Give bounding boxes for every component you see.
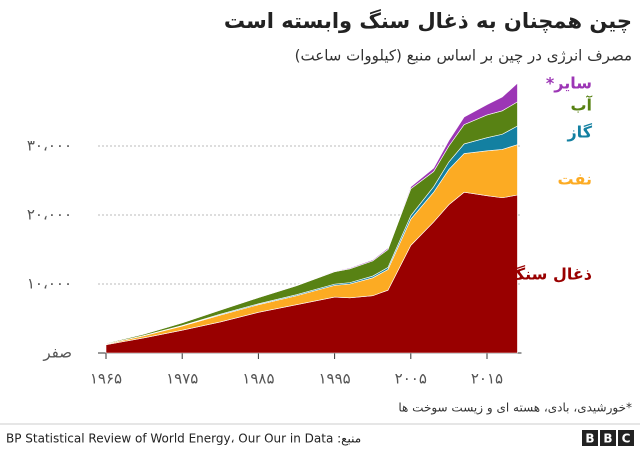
logo-letter: B	[585, 432, 594, 446]
series-label: گاز	[566, 123, 592, 142]
logo-letter: B	[603, 432, 612, 446]
y-tick-label: صفر	[42, 344, 72, 362]
y-tick-label: ۲۰،۰۰۰	[27, 206, 72, 224]
y-tick-label: ۱۰،۰۰۰	[27, 275, 72, 293]
area	[105, 82, 518, 344]
chart-title: چین همچنان به ذغال سنگ وابسته است	[224, 8, 632, 33]
x-tick-label: ۲۰۱۵	[471, 370, 503, 388]
series-label: آب	[570, 95, 592, 115]
x-tick-label: ۱۹۶۵	[90, 370, 122, 388]
x-tick-label: ۱۹۷۵	[166, 370, 198, 388]
logo-letter: C	[622, 432, 631, 446]
chart-subtitle: مصرف انرژی در چین بر اساس منبع (کیلووات …	[295, 47, 632, 65]
x-tick-label: ۱۹۹۵	[318, 370, 350, 388]
y-tick-label: ۳۰،۰۰۰	[27, 137, 72, 155]
x-tick-label: ۱۹۸۵	[242, 370, 274, 388]
source: BP Statistical Review of World Energy، O…	[6, 432, 361, 446]
footnote: *خورشیدی، بادی، هسته ای و زیست سوخت ها	[398, 401, 632, 416]
x-tick-label: ۲۰۰۵	[395, 370, 427, 388]
series-label: نفت	[558, 170, 592, 189]
series-label: ذغال سنگ	[509, 265, 592, 284]
series-label: سایر*	[546, 74, 592, 93]
